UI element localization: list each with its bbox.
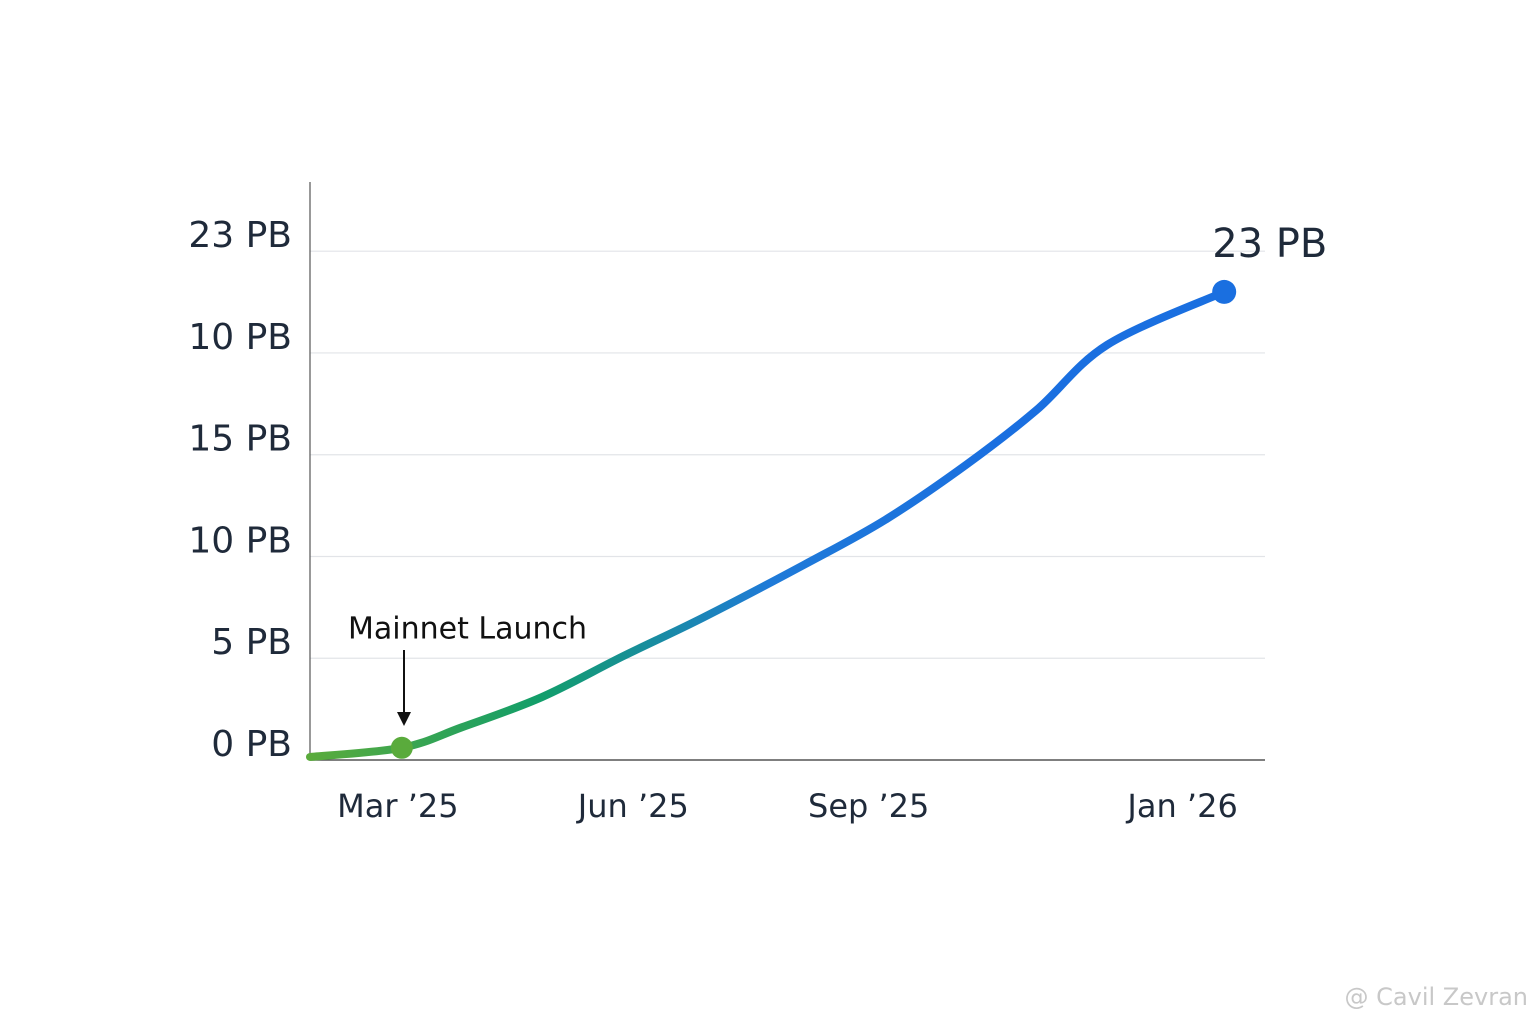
x-tick-label: Mar ’25 xyxy=(337,787,458,825)
x-tick-label: Jan ’26 xyxy=(1125,787,1237,825)
annotation: Mainnet Launch xyxy=(348,612,587,647)
watermark: @ Cavil Zevran xyxy=(1345,983,1528,1011)
y-tick-label: 10 PB xyxy=(188,520,292,561)
launch-point xyxy=(390,736,413,759)
x-tick-label: Jun ’25 xyxy=(576,787,689,825)
y-tick-label: 0 PB xyxy=(211,724,292,765)
y-tick-label: 15 PB xyxy=(188,419,292,460)
end-point xyxy=(1212,279,1237,304)
y-tick-label: 5 PB xyxy=(211,622,292,663)
data-line xyxy=(306,287,1229,761)
y-tick-label: 23 PB xyxy=(188,215,292,256)
end-label: 23 PB xyxy=(1212,221,1327,267)
arrow-head xyxy=(397,712,411,726)
x-tick-label: Sep ’25 xyxy=(808,787,929,825)
y-tick-label: 10 PB xyxy=(188,317,292,358)
